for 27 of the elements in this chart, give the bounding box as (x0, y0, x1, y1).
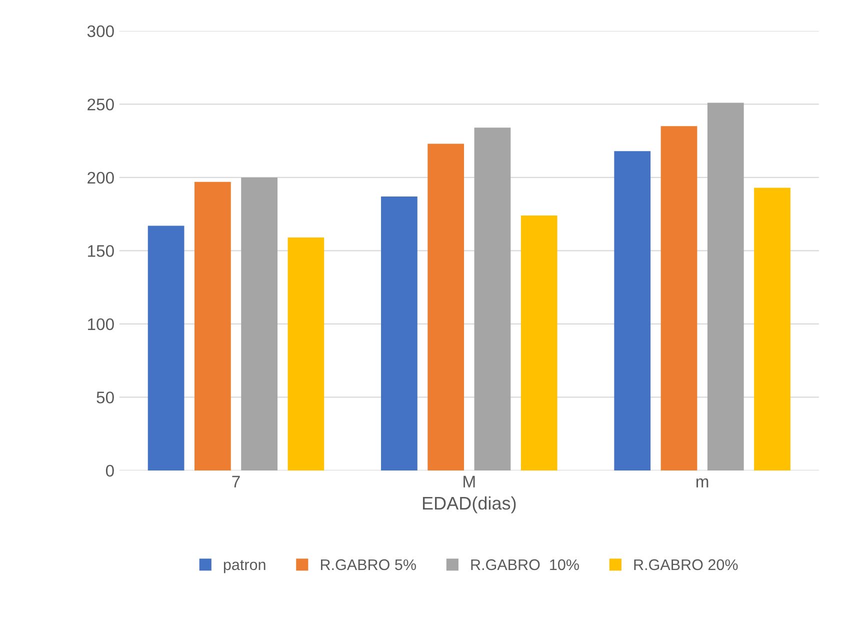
y-tick-label: 250 (88, 98, 114, 110)
legend-label: R.GABRO 20% (634, 559, 738, 570)
x-tick-label: m (696, 478, 708, 488)
x-axis-title: EDAD(dias) (422, 496, 516, 514)
y-tick-label: 150 (88, 245, 114, 257)
bar (194, 182, 231, 470)
x-tick-label: M (464, 476, 475, 488)
bar (660, 126, 698, 470)
y-tick-label: 0 (106, 464, 114, 477)
legend-label: R.GABRO 10% (471, 559, 579, 570)
y-tick-label: 200 (88, 172, 114, 184)
y-tick-label: 50 (96, 392, 114, 404)
bar (428, 144, 464, 470)
bar (707, 102, 744, 470)
legend-label: R.GABRO 5% (320, 559, 416, 570)
bar (288, 238, 324, 470)
bar (381, 196, 418, 470)
bar (241, 177, 278, 470)
x-tick-label: 7 (232, 476, 240, 488)
legend-label: patron (224, 560, 266, 574)
bar (148, 226, 184, 470)
bar (614, 151, 651, 470)
bar (520, 216, 558, 470)
bar (754, 188, 790, 470)
y-tick-label: 300 (87, 25, 114, 38)
y-tick-label: 100 (88, 318, 114, 330)
bar (474, 128, 511, 470)
